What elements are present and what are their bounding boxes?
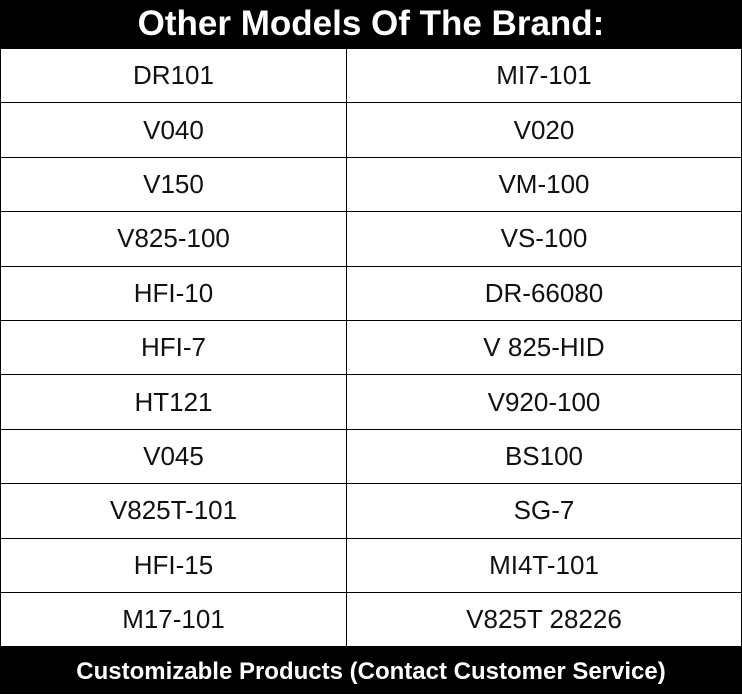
model-cell: V040 (0, 102, 347, 158)
table-row: HFI-15 MI4T-101 (0, 537, 742, 593)
model-cell: HFI-15 (0, 537, 347, 593)
model-cell: MI7-101 (346, 47, 742, 104)
model-cell: MI4T-101 (346, 537, 742, 593)
model-cell: VS-100 (346, 211, 742, 267)
table-row: M17-101 V825T 28226 (0, 591, 742, 648)
model-cell: V 825-HID (346, 319, 742, 376)
header-title: Other Models Of The Brand: (0, 0, 742, 48)
table-row: HFI-10 DR-66080 (0, 265, 742, 321)
table-row: V825-100 VS-100 (0, 211, 742, 267)
models-table: DR101 MI7-101 V040 V020 V150 VM-100 V825-100 VS… (0, 47, 742, 648)
model-cell: HT121 (0, 374, 347, 430)
footer-text: Customizable Products (Contact Customer … (0, 646, 742, 694)
model-cell: V020 (346, 102, 742, 158)
model-cell: HFI-10 (0, 265, 347, 321)
model-cell: M17-101 (0, 591, 347, 648)
model-cell: V920-100 (346, 374, 742, 430)
table-body: DR101 MI7-101 V040 V020 V150 VM-100 V825-100 VS… (0, 47, 742, 648)
model-cell: V150 (0, 156, 347, 213)
table-row: V045 BS100 (0, 428, 742, 485)
model-cell: DR-66080 (346, 265, 742, 321)
table-row: V040 V020 (0, 102, 742, 158)
table-row: HFI-7 V 825-HID (0, 319, 742, 376)
model-cell: V825-100 (0, 211, 347, 267)
model-cell: VM-100 (346, 156, 742, 213)
model-cell: V825T 28226 (346, 591, 742, 648)
model-cell: V825T-101 (0, 483, 347, 539)
table-row: HT121 V920-100 (0, 374, 742, 430)
model-cell: DR101 (0, 47, 347, 104)
model-cell: V045 (0, 428, 347, 485)
model-cell: HFI-7 (0, 319, 347, 376)
model-cell: BS100 (346, 428, 742, 485)
table-row: V150 VM-100 (0, 156, 742, 213)
table-row: DR101 MI7-101 (0, 47, 742, 104)
table-row: V825T-101 SG-7 (0, 483, 742, 539)
model-cell: SG-7 (346, 483, 742, 539)
